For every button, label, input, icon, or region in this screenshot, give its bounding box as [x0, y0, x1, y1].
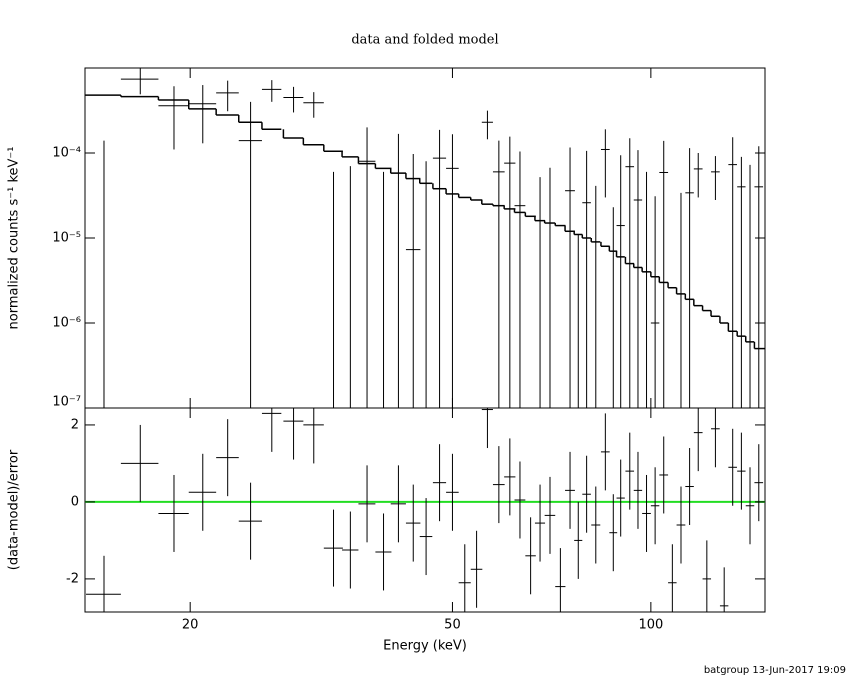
y-tick-label: 10⁻⁷	[52, 395, 81, 410]
bottom-plot	[85, 408, 765, 612]
y-tick-label: 10⁻⁵	[52, 231, 81, 246]
x-tick-label: 20	[182, 618, 199, 633]
top-plot	[85, 68, 765, 408]
y-tick-label: 2	[71, 417, 79, 432]
axes: 20 50 100 10⁻⁷ 10⁻⁶ 10⁻⁵ 10⁻⁴ -2 0 2	[52, 68, 765, 633]
y-axis-label: (data-model)/error	[7, 449, 22, 570]
footer: batgroup 13-Jun-2017 19:09	[704, 665, 846, 676]
bottom-frame	[84, 407, 766, 613]
y-tick-label: 10⁻⁴	[52, 146, 81, 161]
y-tick-label: 0	[71, 494, 79, 509]
top-frame	[84, 67, 766, 409]
y-tick-label: 10⁻⁶	[52, 316, 81, 331]
chart-title: data and folded model	[351, 33, 498, 48]
x-tick-label: 100	[638, 618, 663, 633]
y-axis-label: normalized counts s⁻¹ keV⁻¹	[7, 147, 22, 330]
x-axis-label: Energy (keV)	[383, 639, 467, 654]
x-tick-label: 50	[444, 618, 461, 633]
y-tick-label: -2	[66, 571, 79, 586]
